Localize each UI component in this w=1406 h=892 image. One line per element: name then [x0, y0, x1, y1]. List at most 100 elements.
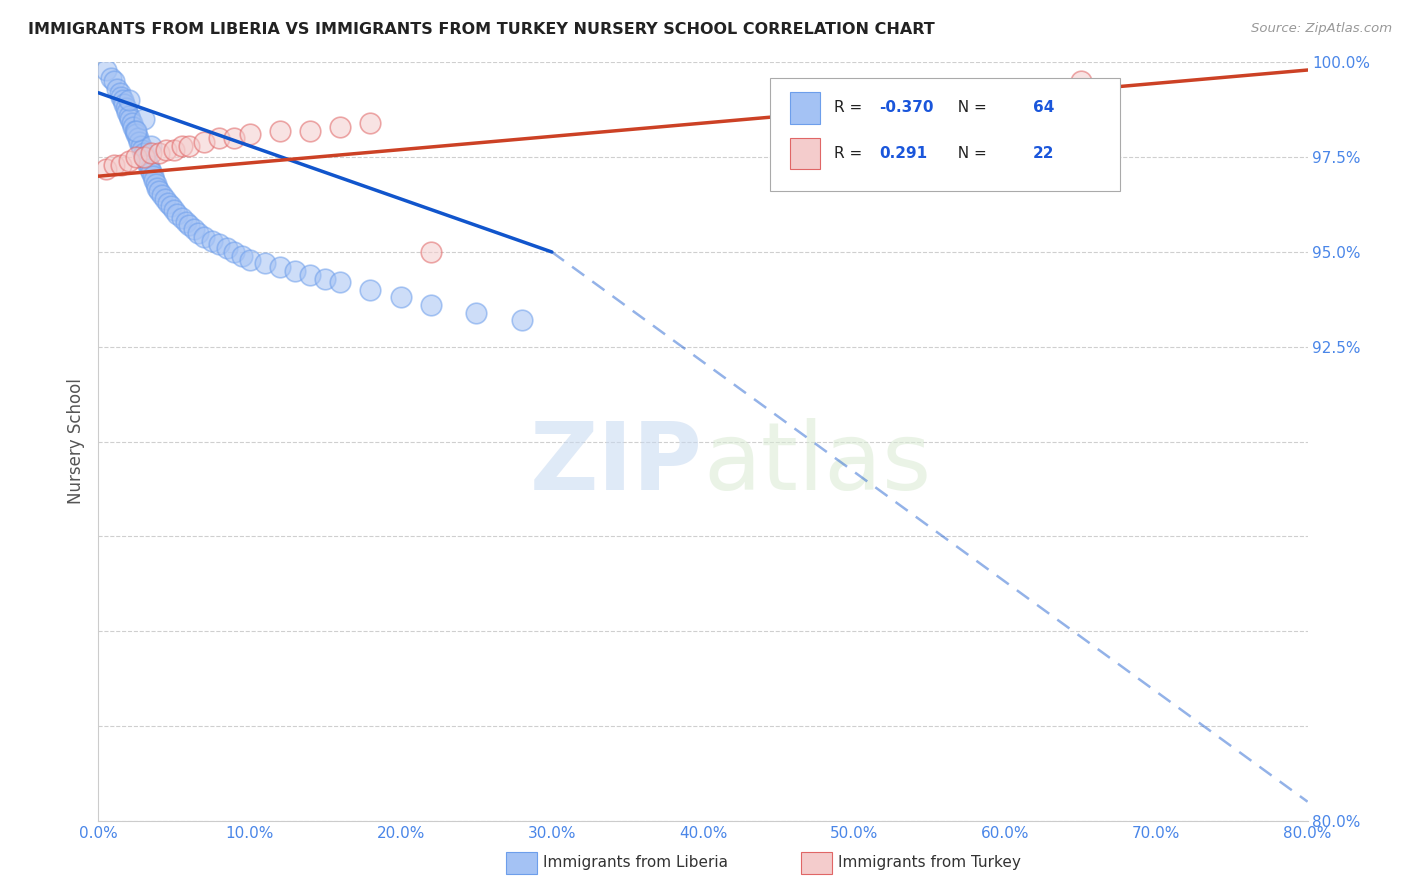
Text: N =: N =	[949, 146, 993, 161]
Point	[465, 305, 488, 319]
Point	[299, 123, 322, 137]
Point	[127, 131, 149, 145]
Point	[132, 146, 155, 161]
Point	[193, 135, 215, 149]
Point	[420, 244, 443, 259]
Point	[148, 146, 170, 161]
Point	[224, 244, 246, 259]
Point	[141, 165, 163, 179]
Point	[163, 203, 186, 218]
Point	[120, 112, 142, 127]
Point	[231, 249, 253, 263]
Point	[125, 150, 148, 164]
Point	[201, 234, 224, 248]
Point	[121, 116, 143, 130]
Point	[170, 138, 193, 153]
Text: Immigrants from Liberia: Immigrants from Liberia	[543, 855, 728, 870]
Point	[155, 143, 177, 157]
Text: Immigrants from Turkey: Immigrants from Turkey	[838, 855, 1021, 870]
Bar	[790, 92, 820, 124]
Text: IMMIGRANTS FROM LIBERIA VS IMMIGRANTS FROM TURKEY NURSERY SCHOOL CORRELATION CHA: IMMIGRANTS FROM LIBERIA VS IMMIGRANTS FR…	[28, 22, 935, 37]
Point	[174, 214, 197, 228]
Point	[145, 177, 167, 191]
Text: 64: 64	[1033, 101, 1054, 115]
Point	[239, 128, 262, 142]
Text: 0.291: 0.291	[880, 146, 928, 161]
Point	[100, 70, 122, 85]
Point	[269, 123, 291, 137]
Point	[114, 101, 136, 115]
Point	[128, 135, 150, 149]
Point	[103, 158, 125, 172]
Text: ZIP: ZIP	[530, 418, 703, 510]
Point	[146, 180, 169, 194]
Point	[136, 158, 159, 172]
Point	[193, 229, 215, 244]
Point	[135, 153, 157, 168]
Point	[163, 143, 186, 157]
Point	[510, 313, 533, 327]
Text: 22: 22	[1033, 146, 1054, 161]
Point	[360, 116, 382, 130]
FancyBboxPatch shape	[769, 78, 1121, 191]
Point	[208, 237, 231, 252]
Point	[112, 97, 135, 112]
Point	[131, 143, 153, 157]
Point	[122, 120, 145, 134]
Point	[208, 131, 231, 145]
Point	[179, 138, 201, 153]
Point	[134, 150, 156, 164]
Point	[143, 173, 166, 187]
Point	[183, 222, 205, 236]
Point	[108, 86, 131, 100]
Point	[139, 161, 162, 176]
Point	[239, 252, 262, 267]
Point	[111, 93, 134, 107]
Point	[170, 211, 193, 225]
Point	[224, 131, 246, 145]
Point	[132, 112, 155, 127]
Point	[94, 62, 117, 77]
Point	[129, 138, 152, 153]
Text: -0.370: -0.370	[880, 101, 934, 115]
Point	[141, 138, 163, 153]
Point	[160, 199, 183, 213]
Point	[141, 146, 163, 161]
Point	[329, 275, 352, 289]
Point	[166, 207, 188, 221]
Point	[360, 283, 382, 297]
Point	[187, 226, 209, 240]
Point	[110, 158, 132, 172]
Point	[105, 82, 128, 96]
Point	[124, 123, 146, 137]
Point	[118, 153, 141, 168]
Text: Source: ZipAtlas.com: Source: ZipAtlas.com	[1251, 22, 1392, 36]
Point	[150, 188, 173, 202]
Bar	[790, 137, 820, 169]
Y-axis label: Nursery School: Nursery School	[66, 378, 84, 505]
Point	[179, 219, 201, 233]
Text: atlas: atlas	[703, 418, 931, 510]
Point	[148, 184, 170, 198]
Point	[118, 93, 141, 107]
Point	[253, 256, 276, 270]
Point	[118, 109, 141, 123]
Point	[125, 128, 148, 142]
Point	[132, 150, 155, 164]
Point	[1070, 74, 1092, 88]
Text: R =: R =	[834, 146, 872, 161]
Point	[153, 192, 176, 206]
Point	[94, 161, 117, 176]
Text: N =: N =	[949, 101, 993, 115]
Point	[110, 89, 132, 103]
Point	[156, 195, 179, 210]
Point	[269, 260, 291, 275]
Point	[420, 298, 443, 312]
Point	[215, 241, 238, 255]
Point	[115, 104, 138, 119]
Point	[299, 268, 322, 282]
Point	[103, 74, 125, 88]
Point	[314, 271, 336, 285]
Point	[142, 169, 165, 183]
Text: R =: R =	[834, 101, 866, 115]
